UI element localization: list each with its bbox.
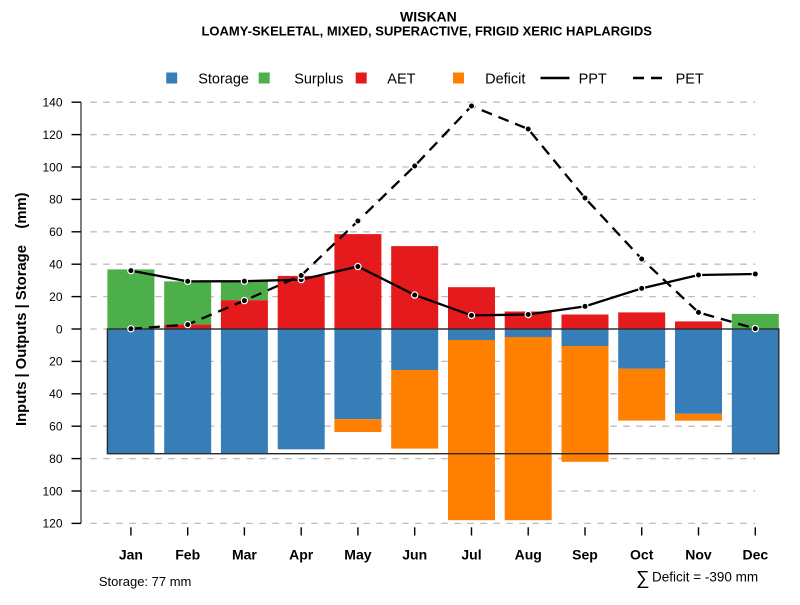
svg-text:Aug: Aug (515, 547, 542, 563)
svg-text:Apr: Apr (289, 547, 314, 563)
svg-text:AET: AET (387, 72, 415, 88)
svg-text:Jul: Jul (461, 547, 481, 563)
svg-text:Jan: Jan (119, 547, 143, 563)
svg-text:120: 120 (42, 517, 62, 531)
svg-text:PET: PET (676, 72, 704, 88)
svg-text:Jun: Jun (402, 547, 427, 563)
svg-text:20: 20 (49, 355, 63, 369)
svg-text:80: 80 (49, 193, 63, 207)
svg-text:Storage: Storage (198, 72, 249, 88)
svg-text:WISKAN: WISKAN (400, 9, 457, 25)
svg-text:40: 40 (49, 258, 63, 272)
svg-text:60: 60 (49, 225, 63, 239)
svg-text:PPT: PPT (579, 72, 607, 88)
svg-text:Storage: 77 mm: Storage: 77 mm (99, 574, 191, 589)
svg-text:Inputs | Outputs | Storage: Inputs | Outputs | Storage (mm) (14, 192, 30, 426)
svg-text:100: 100 (42, 160, 62, 174)
svg-text:140: 140 (42, 96, 62, 110)
svg-text:0: 0 (56, 322, 63, 336)
svg-text:Feb: Feb (175, 547, 200, 563)
svg-text:80: 80 (49, 452, 63, 466)
svg-text:100: 100 (42, 484, 62, 498)
svg-text:120: 120 (42, 128, 62, 142)
svg-text:40: 40 (49, 387, 63, 401)
svg-text:Dec: Dec (742, 547, 768, 563)
svg-text:60: 60 (49, 420, 63, 434)
svg-text:Deficit = -390 mm: Deficit = -390 mm (652, 570, 758, 585)
svg-text:Deficit: Deficit (485, 72, 525, 88)
svg-text:Oct: Oct (630, 547, 654, 563)
svg-text:Sep: Sep (572, 547, 598, 563)
svg-text:May: May (344, 547, 371, 563)
svg-text:∑: ∑ (636, 568, 650, 589)
svg-text:20: 20 (49, 290, 63, 304)
svg-text:Surplus: Surplus (294, 72, 343, 88)
svg-text:Nov: Nov (685, 547, 712, 563)
svg-text:LOAMY-SKELETAL, MIXED, SUPERAC: LOAMY-SKELETAL, MIXED, SUPERACTIVE, FRIG… (201, 23, 652, 38)
svg-text:Mar: Mar (232, 547, 257, 563)
